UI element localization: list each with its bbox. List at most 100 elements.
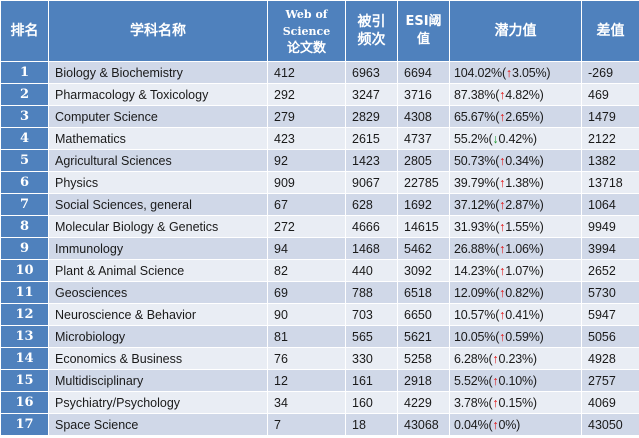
potential-cell: 12.09%(↑0.82%)	[449, 281, 582, 304]
table-row: 5 Agricultural Sciences 92 1423 2805 50.73%(↑…	[0, 149, 639, 172]
table-row: 2 Pharmacology & Toxicology 292 3247 3716 87.…	[0, 83, 639, 106]
citations-cell: 18	[345, 413, 398, 436]
wos-papers-cell: 423	[267, 127, 346, 150]
potential-value: 0.04%(	[454, 417, 493, 432]
table-row: 16 Psychiatry/Psychology 34 160 4229 3.78%(↑0…	[0, 391, 639, 414]
potential-change: 1.06%)	[505, 241, 544, 256]
potential-change: 0.59%)	[505, 329, 544, 344]
citations-cell: 9067	[345, 171, 398, 194]
potential-change: 0.23%)	[498, 351, 537, 366]
header-esi-line2: 值	[416, 32, 430, 47]
rank-cell: 5	[0, 149, 49, 172]
citations-cell: 703	[345, 303, 398, 326]
difference-cell: 5730	[581, 281, 639, 304]
subject-name-cell: Physics	[48, 171, 268, 194]
difference-cell: 2757	[581, 369, 639, 392]
up-arrow-icon: ↑	[499, 329, 506, 344]
subject-name-cell: Immunology	[48, 237, 268, 260]
up-arrow-icon: ↑	[492, 395, 499, 410]
header-wos-line3: 论文数	[286, 40, 326, 56]
citations-cell: 1468	[345, 237, 398, 260]
potential-cell: 31.93%(↑1.55%)	[449, 215, 582, 238]
potential-cell: 10.05%(↑0.59%)	[449, 325, 582, 348]
difference-cell: 1064	[581, 193, 639, 216]
potential-value: 104.02%(	[454, 65, 506, 80]
subject-name-cell: Pharmacology & Toxicology	[48, 83, 268, 106]
citations-cell: 3247	[345, 83, 398, 106]
table-row: 8 Molecular Biology & Genetics 272 4666 1461…	[0, 215, 639, 238]
rank-cell: 12	[0, 303, 49, 326]
wos-papers-cell: 69	[267, 281, 346, 304]
difference-cell: 469	[581, 83, 639, 106]
rank-cell: 7	[0, 193, 49, 216]
wos-papers-cell: 7	[267, 413, 346, 436]
potential-change: 1.55%)	[505, 219, 544, 234]
potential-cell: 26.88%(↑1.06%)	[449, 237, 582, 260]
table-row: 17 Space Science 7 18 43068 0.04%(↑0%) 43050	[0, 413, 639, 436]
wos-papers-cell: 279	[267, 105, 346, 128]
potential-cell: 65.67%(↑2.65%)	[449, 105, 582, 128]
difference-cell: 5056	[581, 325, 639, 348]
esi-threshold-cell: 3716	[397, 83, 450, 106]
citations-cell: 788	[345, 281, 398, 304]
citations-cell: 1423	[345, 149, 398, 172]
potential-change: 0.82%)	[505, 285, 544, 300]
citations-cell: 2615	[345, 127, 398, 150]
potential-cell: 55.2%(↓0.42%)	[449, 127, 582, 150]
header-difference: 差值	[581, 0, 639, 62]
potential-change: 0.34%)	[505, 153, 544, 168]
up-arrow-icon: ↑	[499, 219, 506, 234]
citations-cell: 2829	[345, 105, 398, 128]
table-row: 13 Microbiology 81 565 5621 10.05%(↑0.59%) 505…	[0, 325, 639, 348]
difference-cell: 5947	[581, 303, 639, 326]
rank-cell: 10	[0, 259, 49, 282]
potential-cell: 3.78%(↑0.15%)	[449, 391, 582, 414]
wos-papers-cell: 94	[267, 237, 346, 260]
esi-threshold-cell: 6650	[397, 303, 450, 326]
header-wos-line1: Web of	[285, 7, 328, 21]
rank-cell: 3	[0, 105, 49, 128]
esi-threshold-cell: 22785	[397, 171, 450, 194]
potential-value: 31.93%(	[454, 219, 500, 234]
citations-cell: 4666	[345, 215, 398, 238]
esi-threshold-cell: 43068	[397, 413, 450, 436]
potential-value: 6.28%(	[454, 351, 493, 366]
esi-threshold-cell: 5462	[397, 237, 450, 260]
rank-cell: 13	[0, 325, 49, 348]
subject-name-cell: Microbiology	[48, 325, 268, 348]
up-arrow-icon: ↑	[492, 417, 499, 432]
esi-threshold-cell: 4308	[397, 105, 450, 128]
potential-change: 0.15%)	[498, 395, 537, 410]
subject-name-cell: Computer Science	[48, 105, 268, 128]
difference-cell: 9949	[581, 215, 639, 238]
rank-cell: 16	[0, 391, 49, 414]
esi-threshold-cell: 2805	[397, 149, 450, 172]
difference-cell: 3994	[581, 237, 639, 260]
wos-papers-cell: 412	[267, 61, 346, 84]
subject-name-cell: Neuroscience & Behavior	[48, 303, 268, 326]
rank-cell: 8	[0, 215, 49, 238]
citations-cell: 161	[345, 369, 398, 392]
potential-cell: 14.23%(↑1.07%)	[449, 259, 582, 282]
subject-name-cell: Agricultural Sciences	[48, 149, 268, 172]
potential-cell: 50.73%(↑0.34%)	[449, 149, 582, 172]
header-row: 排名 学科名称 Web of Science 论文数 被引 频次 ESI阈 值 …	[0, 0, 639, 62]
subject-name-cell: Social Sciences, general	[48, 193, 268, 216]
potential-cell: 5.52%(↑0.10%)	[449, 369, 582, 392]
esi-threshold-cell: 3092	[397, 259, 450, 282]
potential-cell: 10.57%(↑0.41%)	[449, 303, 582, 326]
potential-change: 0.10%)	[498, 373, 537, 388]
header-citations: 被引 频次	[345, 0, 398, 62]
potential-value: 14.23%(	[454, 263, 500, 278]
potential-value: 3.78%(	[454, 395, 493, 410]
potential-value: 12.09%(	[454, 285, 500, 300]
up-arrow-icon: ↑	[499, 285, 506, 300]
esi-threshold-cell: 5621	[397, 325, 450, 348]
esi-threshold-cell: 4737	[397, 127, 450, 150]
rank-cell: 1	[0, 61, 49, 84]
header-rank: 排名	[0, 0, 49, 62]
difference-cell: 2122	[581, 127, 639, 150]
potential-value: 65.67%(	[454, 109, 500, 124]
citations-cell: 330	[345, 347, 398, 370]
header-citations-line2: 频次	[357, 32, 386, 48]
